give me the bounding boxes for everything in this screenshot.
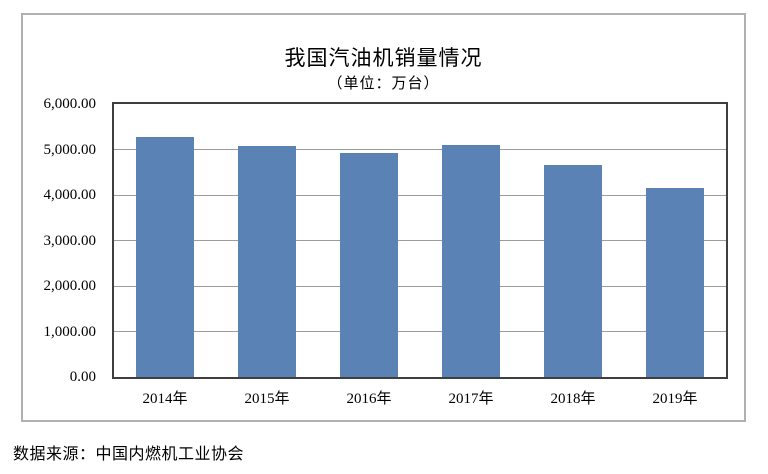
x-tick-label-2017年: 2017年 xyxy=(448,391,494,407)
x-tick-label-2019年: 2019年 xyxy=(652,391,698,407)
chart-title: 我国汽油机销量情况 xyxy=(284,46,483,70)
y-tick-label-3,000.00: 3,000.00 xyxy=(43,232,97,249)
y-tick-label-2,000.00: 2,000.00 xyxy=(43,278,97,294)
y-tick-label-6,000.00: 6,000.00 xyxy=(43,96,97,112)
bar-2019年 xyxy=(646,187,704,377)
bar-2014年 xyxy=(136,137,194,377)
y-tick-label-0.00: 0.00 xyxy=(69,369,96,385)
chart-subtitle: （单位：万台） xyxy=(327,76,440,92)
gridline-3000 xyxy=(114,240,726,241)
bar-2017年 xyxy=(442,145,500,377)
y-tick-label-4,000.00: 4,000.00 xyxy=(43,187,97,203)
gridline-1000 xyxy=(114,331,726,332)
x-tick-label-2015年: 2015年 xyxy=(244,391,290,407)
x-tick-label-2016年: 2016年 xyxy=(346,391,392,407)
x-tick-label-2018年: 2018年 xyxy=(550,391,596,407)
bar-2015年 xyxy=(238,145,296,377)
plot-area xyxy=(112,102,728,379)
bar-2016年 xyxy=(340,152,398,377)
gridline-2000 xyxy=(114,285,726,287)
gridline-5000 xyxy=(114,149,726,150)
x-tick-label-2014年: 2014年 xyxy=(142,391,188,407)
gridline-4000 xyxy=(114,194,726,196)
source-note: 数据来源：中国内燃机工业协会 xyxy=(13,446,245,463)
y-tick-label-5,000.00: 5,000.00 xyxy=(43,141,97,158)
y-tick-label-1,000.00: 1,000.00 xyxy=(43,323,97,340)
bar-2018年 xyxy=(544,164,602,377)
